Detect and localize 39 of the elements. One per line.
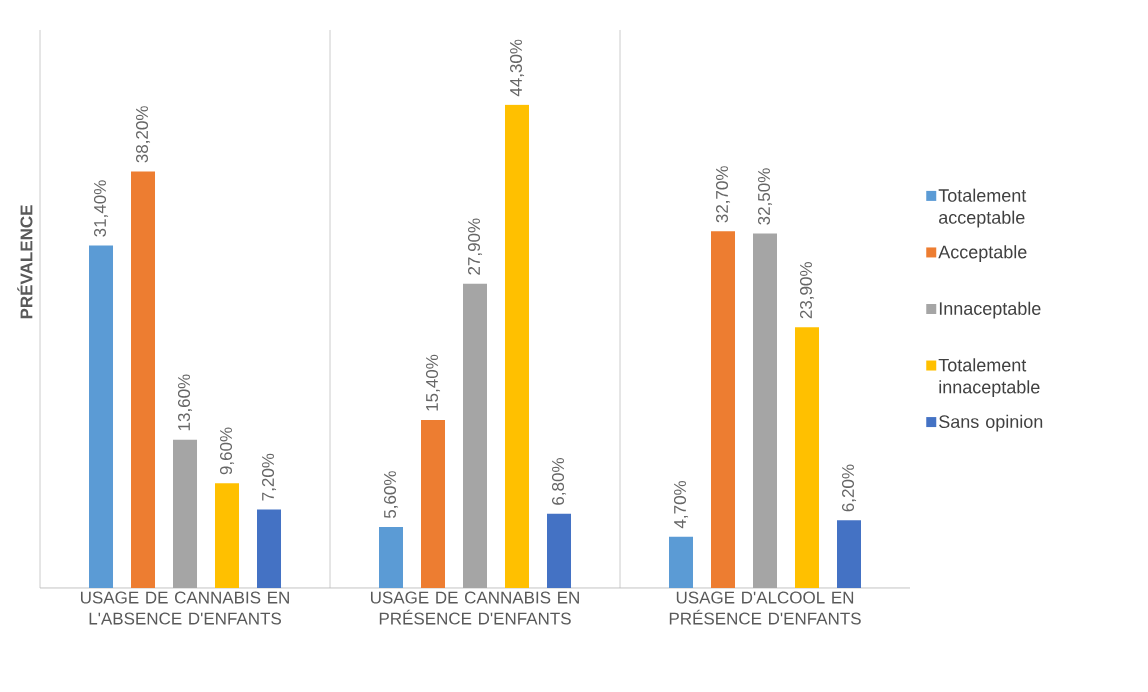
data-label: 27,90%: [467, 218, 483, 275]
data-label: 32,70%: [715, 166, 731, 223]
x-tick-label: USAGE DE CANNABIS EN PRÉSENCE D'ENFANTS: [371, 591, 579, 625]
bar: [505, 104, 529, 588]
bar: [463, 283, 487, 588]
legend-label: Totalement innaceptable: [938, 358, 1040, 398]
data-label: 4,70%: [673, 480, 689, 529]
bar: [753, 233, 777, 588]
bar: [795, 327, 819, 588]
data-label: 44,30%: [509, 39, 525, 97]
bar: [173, 439, 198, 588]
legend-label: Acceptable: [938, 245, 1027, 262]
data-label: 15,40%: [425, 354, 441, 411]
bar: [421, 420, 445, 588]
data-label: 13,60%: [177, 374, 193, 431]
data-label: 38,20%: [135, 106, 151, 163]
bar: [547, 513, 571, 588]
data-label: 5,60%: [383, 471, 399, 519]
legend-label: Innaceptable: [939, 301, 1041, 319]
data-label: 7,20%: [261, 453, 277, 501]
bar: [711, 231, 736, 588]
bar: [257, 509, 282, 588]
legend-label: Totalement acceptable: [938, 188, 1027, 228]
data-label: 23,90%: [799, 262, 815, 319]
data-label: 32,50%: [757, 168, 773, 225]
bar: [669, 536, 694, 588]
x-tick-label: USAGE D'ALCOOL EN PRÉSENCE D'ENFANTS: [669, 591, 861, 625]
data-label: 9,60%: [219, 427, 235, 475]
data-label: 6,80%: [551, 458, 567, 505]
bar: [131, 171, 156, 588]
bar: [89, 245, 114, 588]
y-axis-title: PRÉVALENCE: [17, 205, 33, 319]
x-tick-label: USAGE DE CANNABIS EN L'ABSENCE D'ENFANTS: [81, 591, 289, 625]
legend-label: Sans opinion: [939, 414, 1043, 432]
data-label: 31,40%: [93, 180, 109, 237]
data-label: 6,20%: [841, 464, 857, 512]
bar: [215, 483, 240, 588]
bar: [837, 520, 861, 588]
bar: [379, 526, 403, 588]
